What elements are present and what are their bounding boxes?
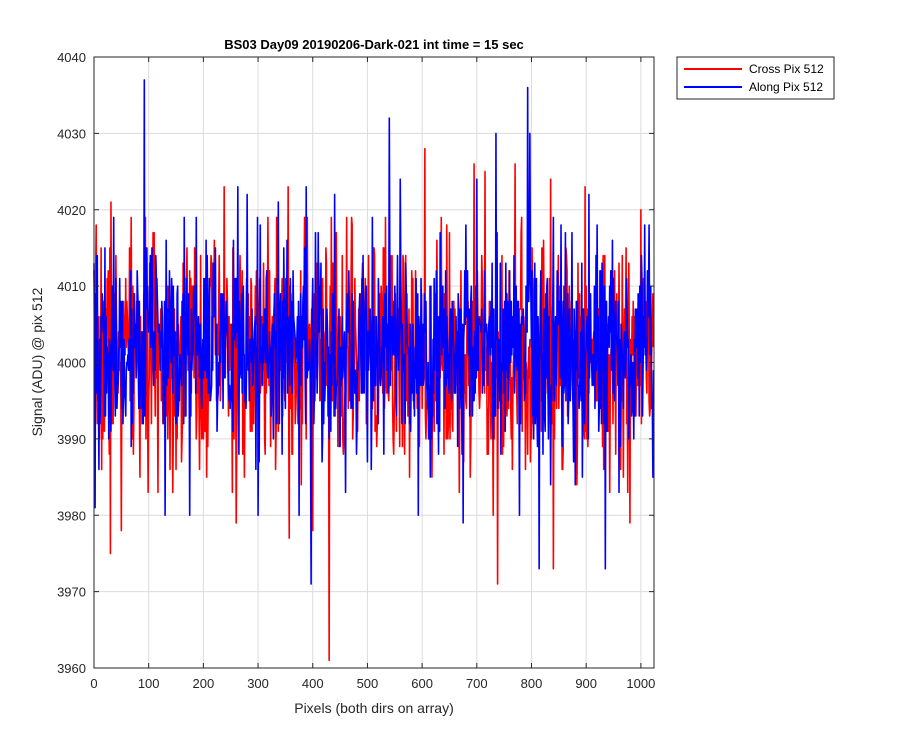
x-tick-label: 700	[466, 676, 488, 691]
y-tick-label: 3980	[57, 508, 86, 523]
x-tick-label: 300	[247, 676, 269, 691]
y-tick-label: 3960	[57, 661, 86, 676]
y-tick-label: 4040	[57, 50, 86, 65]
x-tick-label: 800	[521, 676, 543, 691]
x-tick-label: 1000	[626, 676, 655, 691]
x-tick-label: 0	[90, 676, 97, 691]
y-tick-label: 3990	[57, 432, 86, 447]
y-tick-label: 4030	[57, 126, 86, 141]
axis-ticks: 0 100 200 300 400 500 600 700 800 900 1000 3960 3970…	[57, 50, 655, 691]
y-tick-label: 3970	[57, 585, 86, 600]
x-tick-label: 500	[357, 676, 379, 691]
x-tick-label: 900	[575, 676, 597, 691]
legend[interactable]: Cross Pix 512 Along Pix 512	[676, 56, 835, 100]
x-tick-label: 100	[138, 676, 160, 691]
y-tick-label: 4020	[57, 203, 86, 218]
y-tick-label: 4010	[57, 279, 86, 294]
x-axis-label: Pixels (both dirs on array)	[294, 700, 454, 716]
series-layer	[93, 79, 655, 662]
series-line-along	[93, 79, 655, 585]
legend-entry-along: Along Pix 512	[749, 80, 823, 94]
y-axis-label: Signal (ADU) @ pix 512	[29, 287, 45, 436]
x-tick-label: 400	[302, 676, 324, 691]
legend-entry-cross: Cross Pix 512	[749, 62, 824, 76]
x-tick-label: 200	[193, 676, 215, 691]
y-tick-label: 4000	[57, 356, 86, 371]
chart-title: BS03 Day09 20190206-Dark-021 int time = …	[224, 37, 524, 52]
legend-box	[676, 56, 835, 100]
x-tick-label: 600	[411, 676, 433, 691]
